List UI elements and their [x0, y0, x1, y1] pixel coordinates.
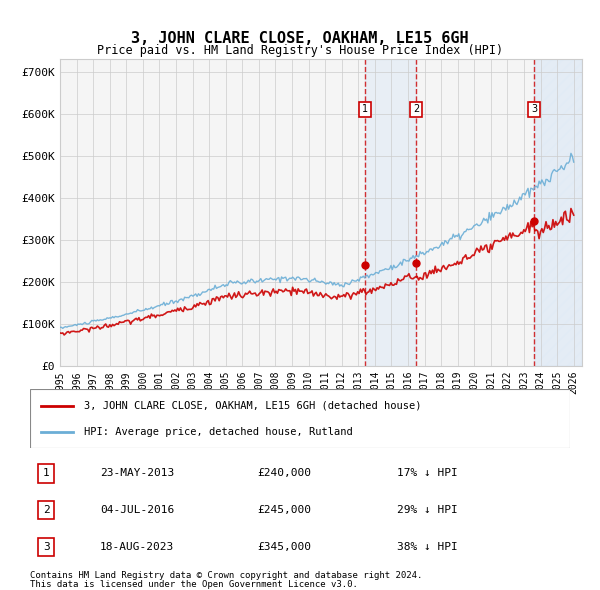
Text: 04-JUL-2016: 04-JUL-2016 [100, 505, 175, 515]
FancyBboxPatch shape [30, 389, 570, 448]
Text: 23-MAY-2013: 23-MAY-2013 [100, 468, 175, 478]
Text: 38% ↓ HPI: 38% ↓ HPI [397, 542, 458, 552]
Text: 3, JOHN CLARE CLOSE, OAKHAM, LE15 6GH: 3, JOHN CLARE CLOSE, OAKHAM, LE15 6GH [131, 31, 469, 46]
Text: 29% ↓ HPI: 29% ↓ HPI [397, 505, 458, 515]
Text: £345,000: £345,000 [257, 542, 311, 552]
Text: £245,000: £245,000 [257, 505, 311, 515]
Text: 3, JOHN CLARE CLOSE, OAKHAM, LE15 6GH (detached house): 3, JOHN CLARE CLOSE, OAKHAM, LE15 6GH (d… [84, 401, 421, 411]
Text: 2: 2 [413, 104, 419, 114]
Text: 1: 1 [43, 468, 50, 478]
Text: 3: 3 [532, 104, 538, 114]
Bar [365, 59, 416, 366]
Text: £240,000: £240,000 [257, 468, 311, 478]
Text: 1: 1 [362, 104, 368, 114]
Text: Contains HM Land Registry data © Crown copyright and database right 2024.: Contains HM Land Registry data © Crown c… [30, 571, 422, 580]
Text: HPI: Average price, detached house, Rutland: HPI: Average price, detached house, Rutl… [84, 427, 353, 437]
Bar [535, 59, 582, 366]
Text: 18-AUG-2023: 18-AUG-2023 [100, 542, 175, 552]
Text: Price paid vs. HM Land Registry's House Price Index (HPI): Price paid vs. HM Land Registry's House … [97, 44, 503, 57]
Text: 2: 2 [43, 505, 50, 515]
Text: This data is licensed under the Open Government Licence v3.0.: This data is licensed under the Open Gov… [30, 579, 358, 589]
Text: 3: 3 [43, 542, 50, 552]
Text: 17% ↓ HPI: 17% ↓ HPI [397, 468, 458, 478]
Bar [535, 59, 582, 366]
